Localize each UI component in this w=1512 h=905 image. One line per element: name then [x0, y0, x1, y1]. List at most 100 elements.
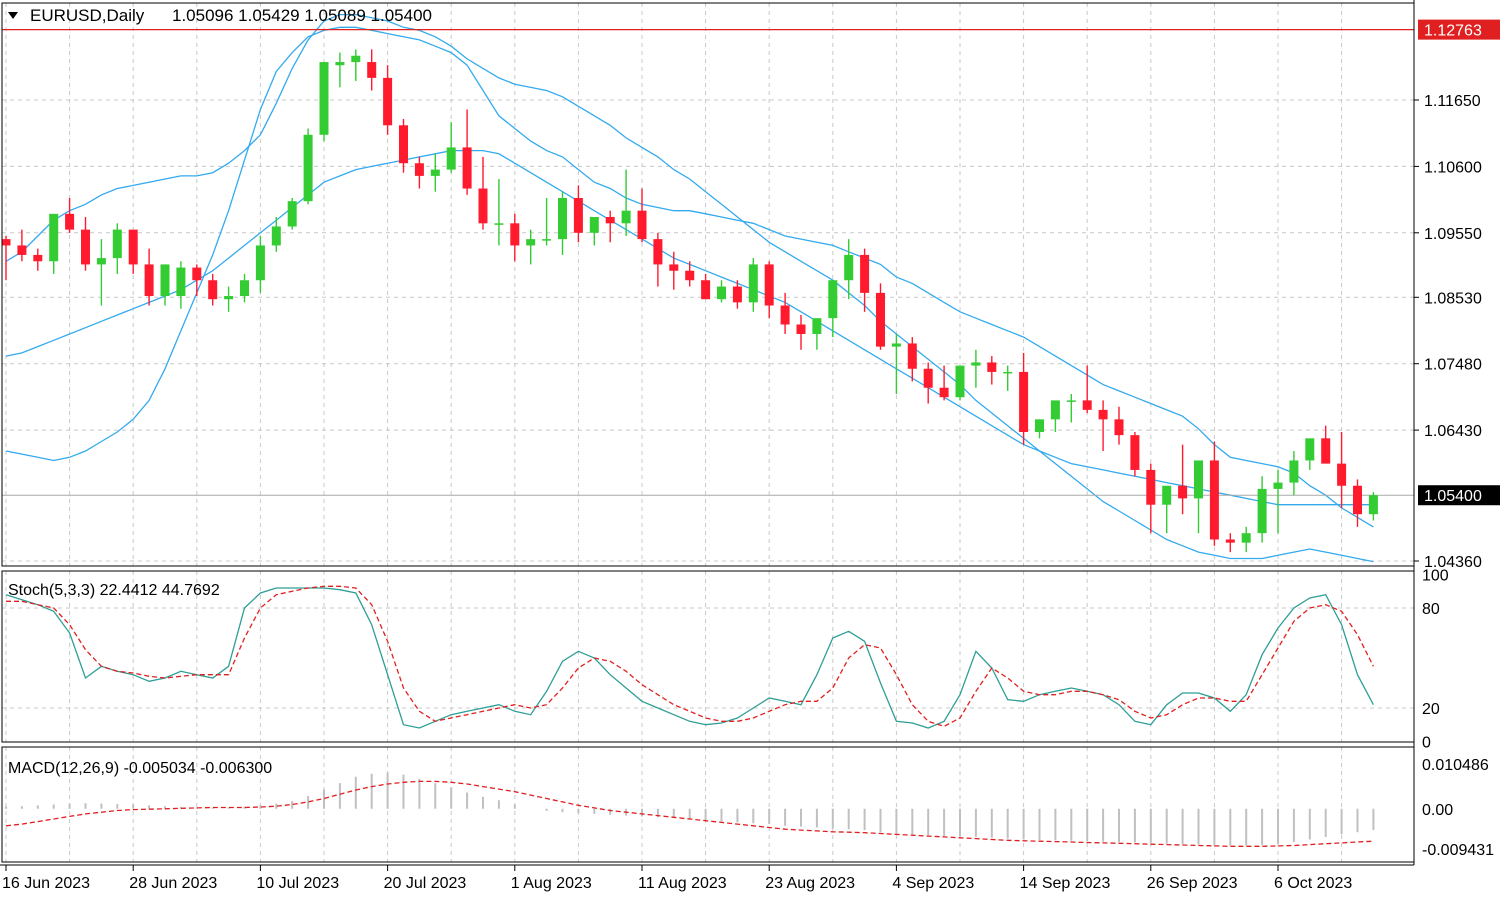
candle[interactable] [303, 128, 313, 205]
candle[interactable] [939, 365, 949, 401]
candle[interactable] [414, 156, 424, 189]
candle[interactable] [923, 362, 933, 404]
candle[interactable] [510, 213, 520, 262]
candle[interactable] [717, 280, 726, 303]
candle[interactable] [1241, 526, 1251, 553]
candle[interactable] [764, 261, 774, 319]
candle[interactable] [812, 318, 822, 350]
candle[interactable] [1162, 485, 1172, 534]
candle[interactable] [1289, 450, 1299, 496]
candle[interactable] [96, 239, 106, 306]
candle[interactable] [224, 286, 234, 312]
candle[interactable] [1035, 419, 1044, 439]
candle[interactable] [1114, 406, 1124, 445]
candle[interactable] [1368, 492, 1378, 521]
candle-body [955, 365, 965, 398]
candle[interactable] [573, 185, 583, 243]
candle[interactable] [558, 191, 567, 255]
candle[interactable] [81, 216, 90, 271]
candle[interactable] [319, 62, 329, 142]
candle[interactable] [891, 333, 901, 395]
candle[interactable] [796, 315, 806, 350]
candle[interactable] [971, 349, 981, 388]
candle[interactable] [1353, 479, 1362, 527]
candle[interactable] [1209, 441, 1219, 546]
candle[interactable] [685, 261, 695, 287]
candle[interactable] [192, 264, 202, 297]
candle[interactable] [335, 52, 345, 88]
candle[interactable] [589, 216, 599, 246]
candle[interactable] [494, 179, 504, 246]
price-panel[interactable] [1, 13, 1415, 563]
price-tick-label: 1.06430 [1424, 423, 1482, 440]
candle[interactable] [860, 248, 870, 312]
macd-panel[interactable] [5, 772, 1375, 847]
candle[interactable] [1178, 444, 1188, 515]
candle[interactable] [701, 273, 711, 300]
candle[interactable] [844, 239, 854, 300]
candle[interactable] [1146, 463, 1156, 534]
candle[interactable] [1321, 425, 1331, 464]
candle[interactable] [462, 109, 472, 195]
candle[interactable] [1130, 431, 1140, 477]
candle[interactable] [1003, 365, 1013, 391]
candle[interactable] [128, 229, 138, 274]
candle[interactable] [112, 223, 122, 274]
candle[interactable] [176, 261, 186, 309]
candle-body [1225, 539, 1235, 543]
stochastic-panel[interactable] [5, 585, 1374, 729]
candle[interactable] [478, 156, 488, 230]
candle[interactable] [542, 198, 552, 246]
candle[interactable] [255, 235, 265, 293]
candle[interactable] [1194, 460, 1203, 534]
candle[interactable] [65, 198, 75, 233]
candle[interactable] [399, 118, 408, 173]
candle[interactable] [1, 235, 11, 281]
candle-body [621, 210, 631, 224]
candle[interactable] [208, 273, 218, 306]
candle-body [558, 198, 567, 240]
candle[interactable] [446, 122, 456, 173]
candle[interactable] [383, 65, 393, 135]
candle[interactable] [1305, 438, 1315, 470]
candle[interactable] [605, 210, 615, 243]
candle[interactable] [955, 365, 965, 401]
candle[interactable] [876, 283, 885, 350]
candle[interactable] [1257, 476, 1267, 543]
candle[interactable] [653, 232, 663, 287]
candle[interactable] [1050, 400, 1060, 432]
candle[interactable] [1337, 431, 1347, 508]
candle[interactable] [780, 292, 790, 334]
candle[interactable] [287, 198, 297, 230]
candle[interactable] [430, 153, 440, 192]
symbol-timeframe: EURUSD,Daily [30, 6, 145, 25]
candle[interactable] [240, 273, 249, 303]
candle[interactable] [271, 216, 281, 252]
candle[interactable] [828, 280, 838, 338]
candle[interactable] [907, 337, 917, 382]
candle[interactable] [1019, 352, 1029, 445]
candle[interactable] [144, 248, 154, 306]
candle[interactable] [351, 49, 361, 82]
chevron-down-icon[interactable] [8, 12, 18, 19]
candle-body [160, 264, 170, 297]
candle[interactable] [33, 248, 43, 271]
candle[interactable] [49, 213, 59, 274]
candle[interactable] [367, 49, 377, 91]
candle[interactable] [1098, 400, 1108, 451]
candle[interactable] [637, 188, 647, 243]
candle[interactable] [621, 169, 631, 236]
candle[interactable] [1225, 533, 1235, 553]
candle[interactable] [526, 229, 536, 265]
candle[interactable] [160, 264, 170, 306]
candle[interactable] [1082, 365, 1092, 414]
candle[interactable] [17, 229, 27, 262]
candle[interactable] [987, 356, 997, 385]
candle[interactable] [748, 258, 758, 312]
candle[interactable] [732, 280, 742, 309]
candle[interactable] [1066, 394, 1076, 423]
candle[interactable] [1273, 469, 1283, 534]
candle[interactable] [669, 251, 679, 290]
